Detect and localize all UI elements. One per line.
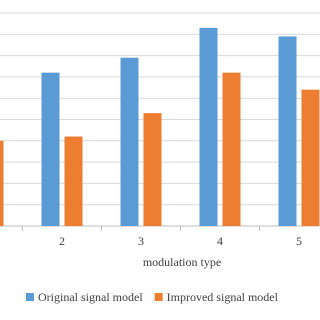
- legend-label: Improved signal model: [167, 290, 279, 304]
- x-tick-label: 5: [296, 234, 302, 248]
- legend-swatch: [26, 293, 34, 301]
- x-tick-label: 4: [217, 234, 223, 248]
- legend-swatch: [154, 293, 163, 301]
- bar: [301, 89, 320, 227]
- bar: [120, 57, 139, 227]
- bar: [222, 72, 241, 226]
- bar: [41, 72, 60, 226]
- legend-label: Original signal model: [38, 290, 143, 304]
- x-axis-label: modulation type: [143, 255, 221, 269]
- bar: [278, 36, 297, 227]
- bar: [199, 27, 218, 226]
- x-tick-label: 3: [138, 234, 144, 248]
- bar: [64, 136, 83, 226]
- bar: [0, 140, 4, 226]
- x-tick-label: 2: [59, 234, 65, 248]
- bar: [143, 113, 162, 226]
